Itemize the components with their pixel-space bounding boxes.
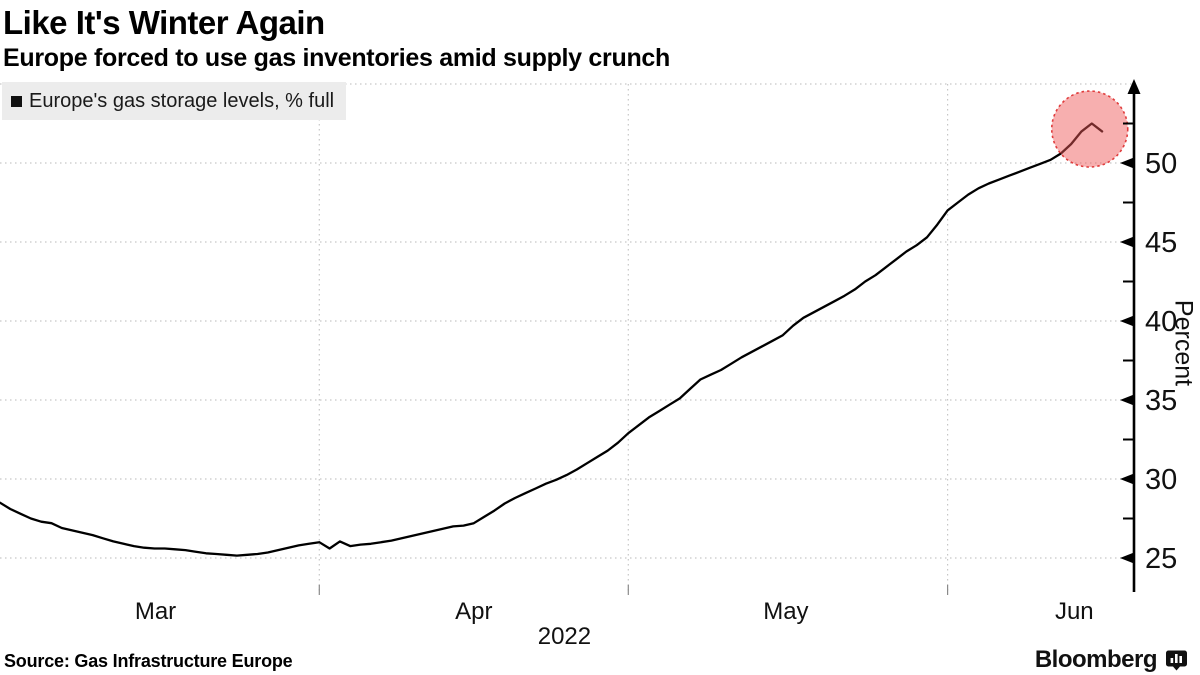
- bloomberg-wordmark: Bloomberg: [1034, 646, 1158, 673]
- y-tick-label-50: 50: [1145, 148, 1177, 180]
- x-month-label-jun: Jun: [1055, 598, 1094, 625]
- y-tick-label-45: 45: [1145, 227, 1177, 259]
- bloomberg-chart-bubble-icon: [1166, 650, 1187, 670]
- y-tick-label-25: 25: [1145, 543, 1177, 575]
- legend: Europe's gas storage levels, % full: [2, 82, 347, 120]
- y-tick-label-35: 35: [1145, 385, 1177, 417]
- y-axis-title: Percent: [1169, 299, 1198, 387]
- bloomberg-logo: Bloomberg: [1035, 646, 1188, 674]
- y-major-tick-icon: [1120, 236, 1134, 248]
- page-subtitle: Europe forced to use gas inventories ami…: [3, 44, 670, 72]
- y-major-tick-icon: [1120, 394, 1134, 406]
- highlight-circle: [1050, 90, 1129, 168]
- y-axis-arrow-icon: [1127, 79, 1141, 94]
- x-month-label-apr: Apr: [455, 598, 492, 625]
- source-attribution: Source: Gas Infrastructure Europe: [4, 651, 293, 671]
- legend-label: Europe's gas storage levels, % full: [29, 89, 335, 112]
- x-year-label: 2022: [538, 623, 591, 650]
- x-month-label-mar: Mar: [135, 598, 176, 625]
- gas-storage-line: [0, 122, 1104, 557]
- y-major-tick-icon: [1120, 552, 1134, 564]
- y-tick-label-40: 40: [1145, 306, 1177, 338]
- legend-swatch-icon: [11, 95, 22, 107]
- y-major-tick-icon: [1120, 473, 1134, 485]
- y-major-tick-icon: [1120, 157, 1134, 169]
- x-month-label-may: May: [763, 598, 808, 625]
- y-tick-label-30: 30: [1145, 464, 1177, 496]
- page-title: Like It's Winter Again: [3, 4, 325, 41]
- y-major-tick-icon: [1120, 315, 1134, 327]
